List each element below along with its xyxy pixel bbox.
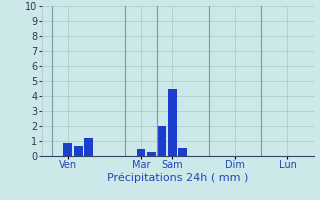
Bar <box>178 148 187 156</box>
Bar <box>157 126 166 156</box>
Bar <box>147 152 156 156</box>
X-axis label: Précipitations 24h ( mm ): Précipitations 24h ( mm ) <box>107 173 248 183</box>
Bar <box>137 149 145 156</box>
Bar <box>168 88 177 156</box>
Bar <box>74 146 83 156</box>
Bar <box>84 138 93 156</box>
Bar <box>63 142 72 156</box>
